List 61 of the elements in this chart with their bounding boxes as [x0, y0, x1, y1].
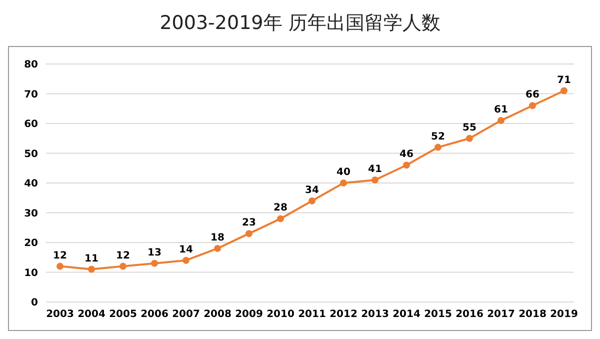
point: [498, 117, 504, 124]
point: [372, 176, 378, 184]
data-label: 61: [494, 104, 508, 116]
data-label: 28: [274, 202, 288, 214]
data-label: 40: [336, 167, 350, 178]
data-label: 23: [242, 218, 256, 229]
point: [529, 102, 536, 110]
x-tick-label: 2017: [487, 309, 515, 320]
x-tick-label: 2013: [361, 309, 389, 320]
x-tick-label: 2016: [456, 309, 484, 320]
x-tick-label: 2014: [392, 309, 420, 320]
point: [214, 244, 221, 252]
x-tick-label: 2009: [235, 309, 263, 320]
y-tick-label: 20: [24, 238, 38, 250]
point: [56, 262, 64, 270]
data-label: 34: [305, 184, 319, 196]
x-tick-label: 2011: [298, 309, 326, 320]
x-tick-label: 2007: [172, 309, 200, 320]
point: [434, 144, 442, 151]
point: [466, 134, 473, 142]
point: [120, 262, 126, 270]
point: [277, 215, 284, 222]
x-tick-label: 2003: [46, 309, 74, 320]
data-label: 12: [53, 250, 67, 262]
data-label: 46: [400, 149, 414, 160]
x-tick-label: 2008: [204, 309, 232, 320]
data-label: 41: [368, 164, 382, 176]
point: [560, 87, 568, 94]
x-tick-label: 2018: [518, 309, 546, 320]
point: [246, 230, 252, 238]
x-tick-label: 2006: [140, 309, 168, 320]
point: [151, 260, 158, 267]
y-tick-label: 40: [24, 178, 38, 190]
x-tick-label: 2005: [109, 309, 137, 320]
y-tick-label: 70: [24, 89, 38, 100]
y-tick-label: 80: [24, 60, 38, 71]
point: [340, 180, 347, 186]
data-label: 52: [431, 131, 445, 142]
point: [88, 266, 95, 273]
data-label: 55: [462, 122, 476, 134]
point: [182, 256, 190, 264]
x-tick-label: 2004: [78, 309, 106, 320]
y-tick-label: 0: [31, 298, 38, 309]
data-label: 12: [116, 250, 130, 262]
point: [308, 197, 316, 204]
data-label: 11: [84, 253, 98, 264]
chart-title: 2003-2019年 历年出国留学人数: [158, 11, 442, 36]
data-label: 14: [179, 244, 193, 256]
data-label: 13: [148, 247, 162, 258]
data-label: 71: [557, 74, 571, 86]
data-label: 66: [526, 90, 540, 101]
y-tick-label: 10: [24, 268, 38, 279]
y-tick-label: 30: [24, 208, 38, 220]
data-label: 18: [210, 232, 224, 244]
x-tick-label: 2015: [424, 309, 452, 320]
y-tick-label: 60: [24, 119, 38, 130]
x-tick-label: 2010: [266, 309, 294, 320]
point: [403, 162, 410, 169]
y-tick-label: 50: [24, 148, 38, 160]
x-tick-label: 2019: [550, 309, 578, 320]
x-tick-label: 2012: [330, 309, 358, 320]
